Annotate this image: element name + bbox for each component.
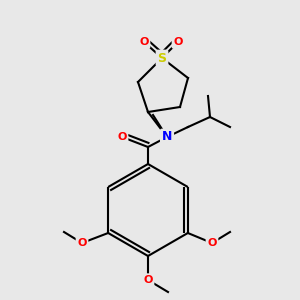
Text: O: O — [173, 37, 183, 47]
Text: O: O — [117, 132, 127, 142]
Text: O: O — [77, 238, 87, 248]
Text: O: O — [139, 37, 149, 47]
Text: O: O — [143, 275, 153, 285]
Text: S: S — [158, 52, 166, 64]
Text: O: O — [207, 238, 217, 248]
Text: N: N — [162, 130, 172, 143]
